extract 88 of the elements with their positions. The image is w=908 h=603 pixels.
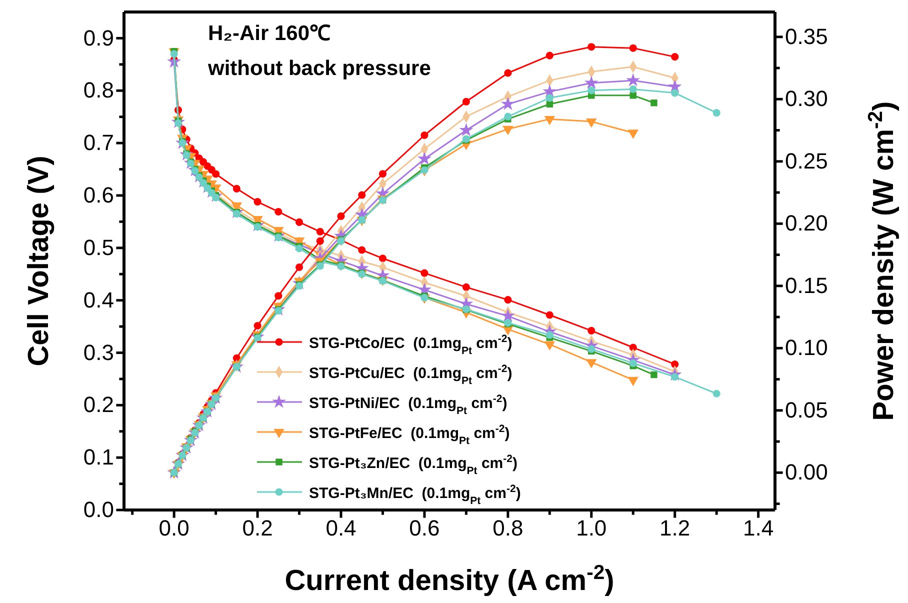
point (630, 92, 636, 99)
point (232, 184, 240, 192)
point (418, 152, 432, 165)
point (671, 360, 679, 368)
point (629, 44, 637, 52)
point (337, 212, 345, 220)
annotation: H₂-Air 160℃ (208, 22, 331, 45)
point (295, 244, 304, 252)
y2-tick-label: 0.35 (785, 24, 828, 49)
y-tick-label: 0.0 (83, 497, 114, 522)
y-tick-label: 0.8 (83, 78, 114, 103)
point (420, 269, 428, 277)
y2-tick-label: 0.20 (785, 210, 828, 236)
legend-label: STG-PtCu/EC (0.1mg$_{Pt}$ cm$^{-2}$) (309, 363, 512, 387)
point (208, 189, 216, 197)
legend-label: STG-PtCo/EC (0.1mg$_{Pt}$ cm$^{-2}$) (309, 333, 512, 357)
point (358, 246, 366, 254)
annotation: without back pressure (207, 57, 431, 80)
point (712, 390, 720, 398)
point (316, 237, 324, 245)
legend-label: STG-PtFe/EC (0.1mg$_{Pt}$ cm$^{-2}$) (309, 423, 510, 447)
point (629, 85, 637, 93)
point (274, 292, 282, 300)
point (254, 198, 262, 206)
point (212, 170, 220, 178)
point (459, 122, 474, 136)
point (546, 52, 554, 60)
point (504, 69, 512, 77)
point (671, 53, 679, 61)
y2-tick-label: 0.30 (785, 86, 828, 112)
legend-label: STG-Pt₃Mn/EC (0.1mg$_{Pt}$ cm$^{-2}$) (309, 483, 521, 507)
point (671, 89, 679, 97)
x-tick-label: 0.4 (326, 516, 356, 541)
y2-tick-label: 0.25 (785, 148, 828, 174)
x-tick-label: 1.2 (660, 516, 690, 541)
y-tick-label: 0.6 (83, 182, 114, 208)
y-tick-label: 0.9 (83, 25, 114, 50)
y-tick-label: 0.3 (83, 340, 114, 365)
point (420, 166, 428, 174)
point (626, 73, 640, 86)
point (588, 326, 596, 334)
point (204, 184, 212, 192)
x-tick-label: 1.0 (576, 516, 607, 541)
point (212, 194, 220, 202)
y-tick-label: 0.5 (83, 234, 114, 260)
point (504, 296, 512, 304)
point (546, 94, 554, 102)
point (544, 116, 556, 126)
point (712, 109, 720, 117)
point (500, 96, 515, 110)
legend-label: STG-Pt₃Zn/EC (0.1mg$_{Pt}$ cm$^{-2}$) (309, 453, 518, 477)
point (358, 191, 366, 199)
point (378, 170, 387, 178)
point (174, 119, 182, 127)
y-tick-label: 0.1 (83, 444, 114, 470)
point (546, 100, 554, 108)
x-axis-title: Current density (A cm$^{-2}$) (284, 562, 614, 597)
point (650, 100, 658, 106)
point (274, 208, 282, 216)
point (295, 263, 304, 272)
point (316, 228, 324, 236)
point (200, 179, 208, 187)
x-tick-label: 0.2 (242, 516, 273, 541)
x-tick-label: 1.4 (743, 516, 774, 541)
x-tick-label: 0.8 (492, 516, 524, 541)
x-tick-label: 0.0 (158, 516, 190, 541)
y2-tick-label: 0.10 (785, 335, 828, 360)
point (588, 43, 596, 51)
x-tick-label: 0.6 (409, 516, 440, 541)
y2-tick-label: 0.05 (785, 397, 828, 422)
y-tick-label: 0.2 (83, 392, 114, 418)
legend-label: STG-PtNi/EC (0.1mg$_{Pt}$ cm$^{-2}$) (309, 393, 508, 417)
point (546, 311, 554, 319)
point (462, 283, 470, 291)
point (378, 254, 387, 262)
point (504, 112, 512, 120)
point (650, 371, 658, 378)
y2-tick-label: 0.15 (785, 272, 828, 298)
y2-tick-label: 0.00 (785, 460, 828, 485)
point (584, 76, 598, 89)
y-tick-label: 0.4 (83, 287, 114, 312)
point (254, 322, 262, 330)
point (420, 131, 428, 140)
point (588, 86, 596, 94)
y-tick-label: 0.7 (83, 130, 114, 156)
point (462, 98, 470, 106)
y-axis-title: Cell Voltage (V) (23, 156, 55, 366)
point (295, 218, 304, 226)
